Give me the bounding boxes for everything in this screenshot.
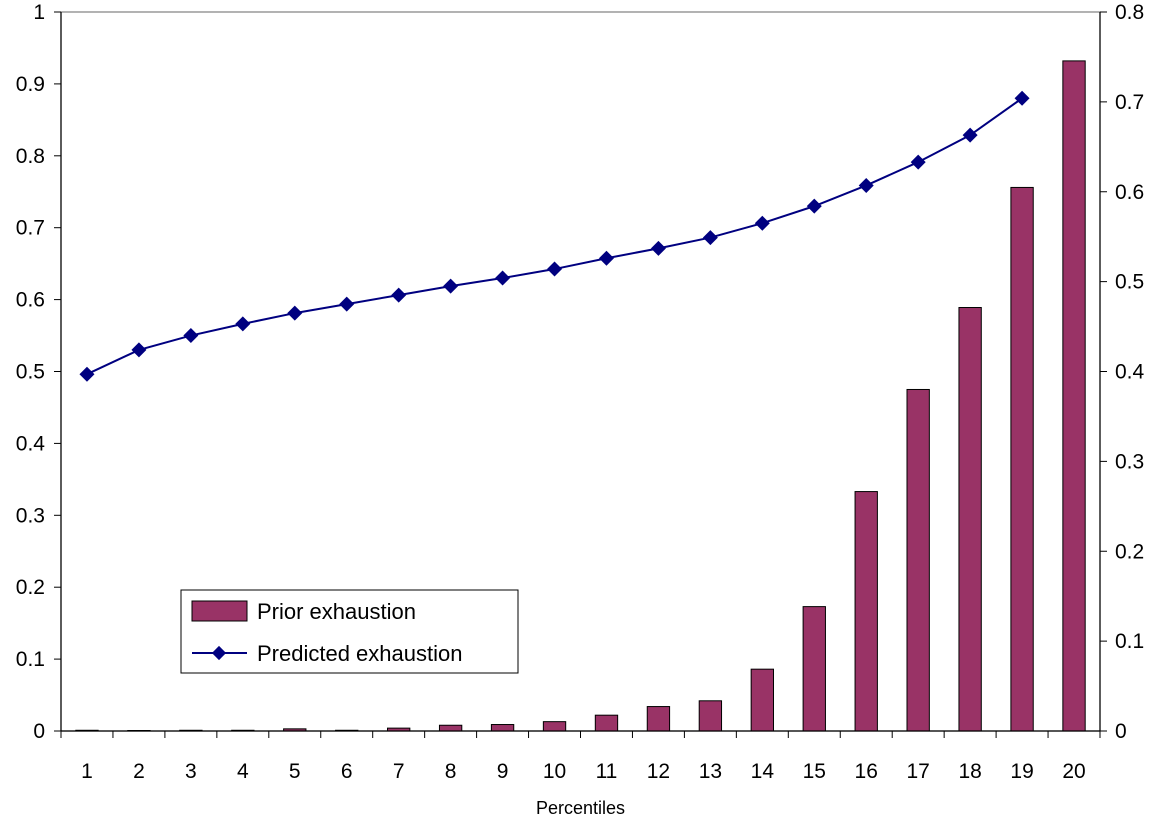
x-tick-label: 6 [341,760,353,783]
legend-label-prior-exhaustion: Prior exhaustion [257,599,416,624]
line-series-predicted-exhaustion [79,90,1030,382]
x-tick-label: 18 [958,760,981,783]
y-right-tick-label: 0.7 [1115,91,1144,114]
y-right-tick-label: 0.6 [1115,181,1144,204]
x-axis-title: Percentiles [536,798,625,818]
legend-diamond-marker [211,645,227,661]
legend-label-predicted-exhaustion: Predicted exhaustion [257,641,462,666]
x-tick-label: 7 [393,760,405,783]
x-tick-label: 8 [445,760,457,783]
x-tick-label: 4 [237,760,249,783]
x-tick-label: 10 [543,760,566,783]
legend: Prior exhaustion Predicted exhaustion [180,589,519,674]
y-left-tick-label: 0 [33,720,45,743]
diamond-marker [962,127,978,143]
x-tick-label: 14 [751,760,775,783]
diamond-marker [598,250,614,266]
diamond-marker [391,287,407,303]
x-tick-label: 5 [289,760,301,783]
diamond-marker [339,296,355,312]
bar [1010,186,1034,732]
bar [906,388,930,732]
x-tick-label: 16 [855,760,878,783]
x-tick-label: 3 [185,760,197,783]
diamond-marker [287,305,303,321]
diamond-marker [183,328,199,344]
y-left-tick-label: 0.9 [16,73,45,96]
x-tick-label: 11 [596,760,618,783]
y-left-tick-label: 0.6 [16,289,45,312]
y-left-tick-label: 0.7 [16,217,45,240]
y-right-tick-label: 0.1 [1115,630,1144,653]
diamond-marker [806,198,822,214]
diamond-marker [131,342,147,358]
bar [1062,60,1086,732]
bar [854,491,878,732]
y-right-tick-label: 0.4 [1115,361,1145,384]
bar [490,724,515,732]
diamond-marker [79,366,95,382]
diamond-marker [754,215,770,231]
y-right-tick-label: 0 [1115,720,1127,743]
x-tick-label: 9 [497,760,509,783]
bar [698,700,723,732]
bar [802,606,826,732]
bar [438,724,463,732]
y-right-tick-label: 0.2 [1115,540,1144,563]
x-tick-label: 13 [699,760,722,783]
diamond-marker [858,177,874,193]
y-left-tick-label: 0.4 [16,432,46,455]
diamond-marker [650,240,666,256]
x-tick-label: 2 [133,760,145,783]
x-tick-label: 12 [647,760,670,783]
diamond-marker [547,261,563,277]
bar [750,668,774,732]
bar [646,706,671,732]
diamond-marker [910,154,926,170]
y-left-tick-label: 0.3 [16,504,45,527]
y-left-tick-label: 1 [33,1,45,24]
bar [594,714,619,732]
bar [542,721,567,732]
y-left-tick-label: 0.1 [16,648,45,671]
y-left-tick-label: 0.8 [16,145,45,168]
bar [958,307,982,732]
y-left-tick-label: 0.2 [16,576,45,599]
y-right-tick-label: 0.5 [1115,271,1144,294]
diamond-marker [702,230,718,246]
x-tick-label: 1 [81,760,93,783]
legend-swatch-prior-exhaustion [191,600,248,622]
x-tick-label: 20 [1062,760,1085,783]
diamond-marker [495,270,511,286]
y-right-tick-label: 0.8 [1115,1,1144,24]
diamond-marker [235,316,251,332]
y-left-tick-label: 0.5 [16,361,45,384]
y-right-tick-label: 0.3 [1115,450,1144,473]
axes: 00.10.20.30.40.50.60.70.80.9100.10.20.30… [16,1,1145,783]
diamond-marker [1014,90,1030,106]
x-tick-label: 17 [906,760,929,783]
diamond-marker [443,278,459,294]
x-tick-label: 15 [803,760,826,783]
x-tick-label: 19 [1010,760,1033,783]
